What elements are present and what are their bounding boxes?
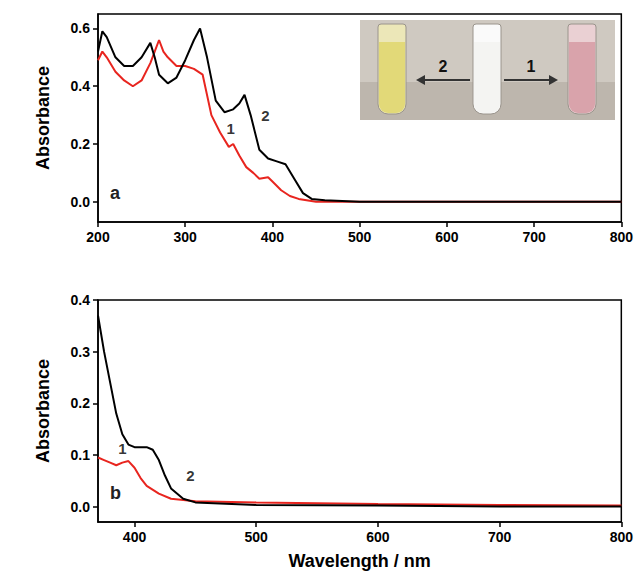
svg-text:300: 300 <box>174 229 198 245</box>
svg-text:0.4: 0.4 <box>71 78 91 94</box>
svg-text:0.6: 0.6 <box>71 20 91 36</box>
svg-text:800: 800 <box>610 229 634 245</box>
svg-text:2: 2 <box>439 58 448 75</box>
svg-text:0.0: 0.0 <box>71 194 91 210</box>
svg-text:0.2: 0.2 <box>71 395 91 411</box>
svg-text:Absorbance: Absorbance <box>33 359 53 463</box>
svg-text:500: 500 <box>348 229 372 245</box>
svg-text:1: 1 <box>527 58 536 75</box>
svg-text:0.2: 0.2 <box>71 136 91 152</box>
svg-text:400: 400 <box>123 529 147 545</box>
svg-text:400: 400 <box>261 229 285 245</box>
svg-text:0.3: 0.3 <box>71 344 91 360</box>
svg-text:b: b <box>110 483 121 503</box>
svg-text:600: 600 <box>435 229 459 245</box>
svg-text:2: 2 <box>186 467 194 484</box>
svg-text:0.0: 0.0 <box>71 499 91 515</box>
svg-text:Wavelength / nm: Wavelength / nm <box>288 551 430 571</box>
svg-text:Absorbance: Absorbance <box>33 66 53 170</box>
svg-text:700: 700 <box>522 229 546 245</box>
svg-text:500: 500 <box>245 529 269 545</box>
svg-text:700: 700 <box>488 529 512 545</box>
svg-text:1: 1 <box>226 120 234 137</box>
svg-text:0.1: 0.1 <box>71 447 91 463</box>
svg-text:800: 800 <box>610 529 634 545</box>
svg-text:1: 1 <box>118 440 126 457</box>
svg-text:a: a <box>110 183 121 203</box>
svg-text:0.4: 0.4 <box>71 292 91 308</box>
svg-text:200: 200 <box>86 229 110 245</box>
svg-text:2: 2 <box>261 107 269 124</box>
svg-text:600: 600 <box>366 529 390 545</box>
